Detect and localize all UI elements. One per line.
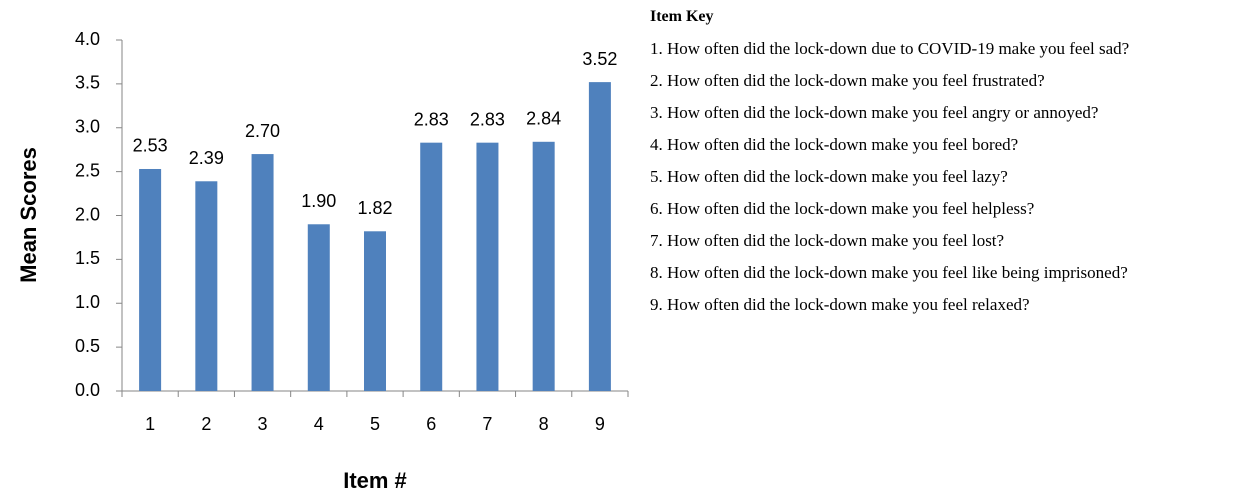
y-tick-label: 1.5 [75,248,100,268]
key-item: 1. How often did the lock-down due to CO… [650,39,1130,58]
x-tick-label: 7 [482,414,492,434]
x-axis-title: Item # [343,468,407,493]
item-key: Item Key 1. How often did the lock-down … [650,6,1170,326]
bar [139,168,162,391]
value-label: 2.83 [470,109,505,129]
value-label: 2.39 [189,148,224,168]
key-item: 5. How often did the lock-down make you … [650,167,1008,186]
value-label: 1.90 [301,191,336,211]
bar [588,82,611,392]
x-tick-label: 1 [145,414,155,434]
bar [251,154,274,391]
y-tick-label: 0.5 [75,336,100,356]
y-tick-label: 3.0 [75,117,100,137]
bar [420,142,443,391]
bar [532,141,555,391]
bar [307,224,330,391]
key-item: 9. How often did the lock-down make you … [650,295,1030,314]
value-label: 2.70 [245,121,280,141]
key-item: 6. How often did the lock-down make you … [650,199,1035,218]
x-tick-label: 3 [258,414,268,434]
key-item: 7. How often did the lock-down make you … [650,231,1005,250]
x-tick-label: 6 [426,414,436,434]
y-tick-label: 2.5 [75,160,100,180]
key-item: 2. How often did the lock-down make you … [650,71,1045,90]
x-tick-label: 9 [595,414,605,434]
x-tick-label: 2 [201,414,211,434]
y-tick-label: 1.0 [75,292,100,312]
key-item: 3. How often did the lock-down make you … [650,103,1099,122]
bar [476,142,499,391]
x-tick-label: 5 [370,414,380,434]
key-item: 8. How often did the lock-down make you … [650,263,1128,282]
value-label: 2.84 [526,109,561,129]
bar [364,231,386,391]
key-title: Item Key [650,8,714,25]
y-tick-label: 4.0 [75,29,100,49]
value-label: 2.53 [133,136,168,156]
y-axis-title: Mean Scores [16,147,41,283]
key-item: 4. How often did the lock-down make you … [650,135,1019,154]
x-tick-label: 8 [539,414,549,434]
bar [195,181,218,391]
value-label: 1.82 [357,198,392,218]
value-label: 3.52 [582,49,617,69]
y-tick-label: 0.0 [75,380,100,400]
y-tick-label: 2.0 [75,204,100,224]
value-label: 2.83 [414,109,449,129]
x-tick-label: 4 [314,414,324,434]
y-tick-label: 3.5 [75,73,100,93]
chart: Mean Scores Item # 0.0 0.5 1.0 1.5 2.0 2.5 3.0… [16,29,629,493]
